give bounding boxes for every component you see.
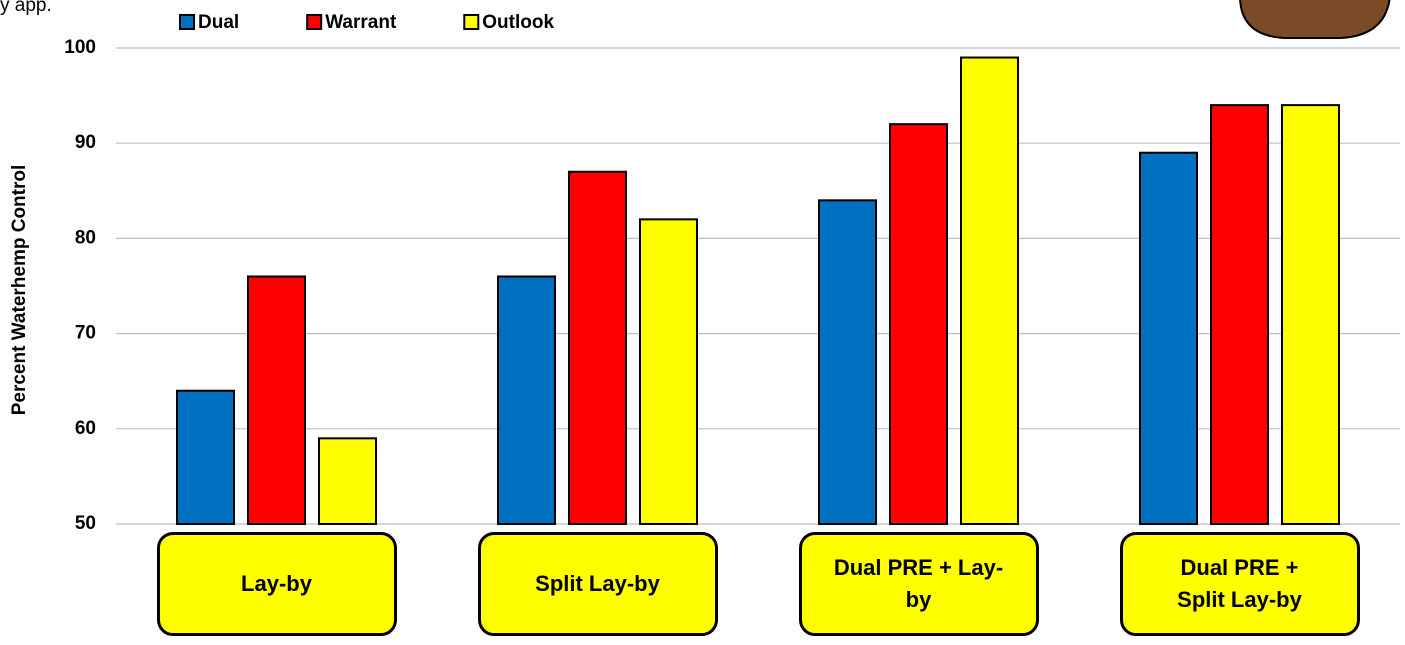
x-tick-label: Lay-by (192, 568, 362, 600)
legend-label: Outlook (482, 12, 554, 33)
bar (177, 391, 234, 524)
y-tick-label: 60 (75, 418, 96, 439)
bar (1140, 153, 1197, 524)
bar (248, 276, 305, 524)
category-box: Dual PRE + Split Lay-by (1120, 532, 1360, 636)
category-box: Lay-by (157, 532, 397, 636)
x-tick-label: Dual PRE + Lay-by (834, 552, 1004, 616)
y-tick-label: 70 (75, 323, 96, 344)
bar (640, 219, 697, 524)
category-box: Dual PRE + Lay-by (799, 532, 1039, 636)
decoration (1240, 0, 1390, 38)
bar (890, 124, 947, 524)
bar (819, 200, 876, 524)
bar (498, 276, 555, 524)
legend-label: Warrant (325, 12, 397, 33)
bar (961, 58, 1018, 524)
bar (1211, 105, 1268, 524)
legend-label: Dual (198, 12, 239, 33)
bar (569, 172, 626, 524)
y-tick-label: 80 (75, 227, 96, 248)
y-tick-label: 100 (64, 37, 96, 58)
legend-swatch (307, 15, 321, 29)
annotation: y app. (0, 0, 52, 16)
bar (1282, 105, 1339, 524)
y-axis-label: Percent Waterhemp Control (9, 165, 30, 416)
y-tick-label: 50 (75, 513, 96, 534)
legend-swatch (180, 15, 194, 29)
x-tick-label: Dual PRE + Split Lay-by (1155, 552, 1325, 616)
legend-swatch (464, 15, 478, 29)
category-box: Split Lay-by (478, 532, 718, 636)
x-tick-label: Split Lay-by (513, 568, 683, 600)
page: y app. Percent Waterhemp Control 50 60 70 8… (0, 0, 1405, 645)
y-tick-label: 90 (75, 132, 96, 153)
bar (319, 438, 376, 524)
